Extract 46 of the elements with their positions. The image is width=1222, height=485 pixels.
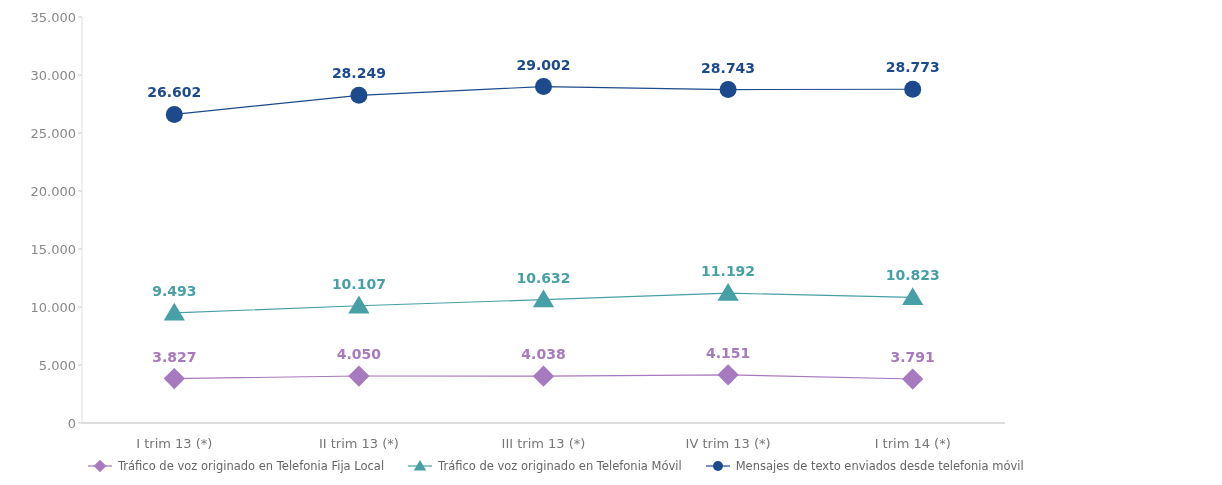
data-label: 10.823 <box>885 267 940 284</box>
x-tick-label: I trim 13 (*) <box>136 436 213 452</box>
y-tick-label: 5.000 <box>38 357 76 373</box>
point <box>350 86 368 104</box>
data-label: 26.602 <box>147 84 202 101</box>
data-label: 28.743 <box>701 59 756 76</box>
point <box>532 289 555 308</box>
x-tick-label: IV trim 13 (*) <box>685 436 771 452</box>
data-label: 3.827 <box>152 348 197 365</box>
data-label: 11.192 <box>701 263 756 280</box>
point <box>163 367 185 390</box>
data-label: 3.791 <box>890 349 935 366</box>
y-tick-label: 25.000 <box>30 125 76 141</box>
data-label: 4.038 <box>521 346 566 363</box>
data-label: 29.002 <box>516 56 571 73</box>
y-tick-label: 0 <box>67 415 76 431</box>
point <box>532 365 555 387</box>
data-label: 4.050 <box>336 346 382 363</box>
point <box>719 81 737 99</box>
point <box>717 282 739 301</box>
point <box>163 302 185 321</box>
y-tick-label: 15.000 <box>30 241 76 257</box>
point <box>348 365 370 387</box>
data-label: 10.107 <box>331 275 386 292</box>
x-tick-label: III trim 13 (*) <box>501 436 586 452</box>
point <box>717 364 739 386</box>
point <box>902 287 924 306</box>
x-tick-label: I trim 14 (*) <box>874 436 951 452</box>
data-label: 28.773 <box>885 59 940 76</box>
y-tick-label: 35.000 <box>30 9 76 25</box>
data-label: 10.632 <box>516 269 571 286</box>
legend-label: Tráfico de voz originado en Telefonia Móvil <box>438 459 682 473</box>
data-label: 28.249 <box>331 65 386 82</box>
legend-label: Mensajes de texto enviados desde telefonia móvil <box>735 459 1024 473</box>
y-tick-label: 30.000 <box>30 67 76 83</box>
data-label: 4.151 <box>705 344 751 361</box>
y-tick-label: 10.000 <box>30 299 76 315</box>
data-label: 9.493 <box>152 282 197 299</box>
x-tick-label: II trim 13 (*) <box>318 436 399 452</box>
point <box>165 105 183 123</box>
point <box>904 80 922 98</box>
point <box>902 368 924 390</box>
legend-label: Tráfico de voz originado en Telefonia Fija Local <box>118 459 385 473</box>
point <box>535 78 552 96</box>
y-tick-label: 20.000 <box>30 183 76 199</box>
point <box>348 295 370 314</box>
